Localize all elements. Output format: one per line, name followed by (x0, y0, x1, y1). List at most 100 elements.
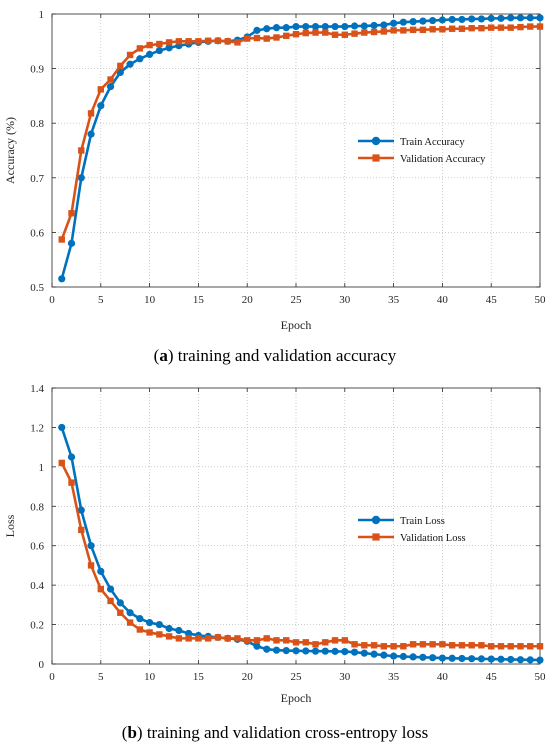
x-tick-label: 35 (388, 294, 400, 306)
data-point (97, 567, 105, 575)
x-tick-label: 15 (193, 294, 205, 306)
data-point (234, 39, 241, 46)
data-point (117, 62, 124, 70)
loss-caption-letter: b (127, 723, 136, 742)
y-tick-label: 0.2 (30, 620, 44, 632)
data-point (409, 18, 417, 26)
loss-legend: Train Loss Validation Loss (358, 515, 466, 544)
legend-validation-accuracy: Validation Accuracy (358, 154, 486, 165)
data-point (517, 643, 524, 650)
series-line (60, 462, 540, 648)
data-point (478, 24, 485, 32)
data-point (331, 637, 339, 644)
data-point (58, 236, 65, 243)
data-point (165, 39, 173, 46)
y-tick-label: 1 (39, 462, 45, 474)
data-point (341, 22, 349, 31)
loss-series (58, 423, 544, 664)
x-tick-label: 35 (388, 671, 400, 683)
data-point (527, 643, 534, 650)
data-point (106, 585, 115, 593)
legend-validation-accuracy-marker (372, 154, 380, 162)
data-point (68, 210, 75, 217)
accuracy-x-axis-label: Epoch (281, 318, 312, 332)
data-point (175, 635, 183, 642)
data-point (263, 35, 270, 42)
data-point (146, 629, 153, 636)
data-point (273, 637, 280, 644)
x-tick-label: 45 (486, 294, 498, 306)
data-point (107, 597, 114, 605)
data-point (155, 46, 163, 55)
data-point (136, 615, 144, 623)
legend-train-loss-marker (371, 515, 381, 525)
data-point (67, 453, 76, 461)
data-point (126, 60, 134, 68)
accuracy-legend: Train Accuracy Validation Accuracy (358, 136, 486, 165)
data-point (439, 26, 446, 33)
loss-x-axis-label: Epoch (281, 691, 312, 705)
data-point (429, 641, 436, 648)
data-point (312, 29, 319, 36)
data-point (68, 479, 75, 486)
data-point (497, 14, 505, 22)
loss-figure: 0 5 10 15 20 25 30 35 40 45 50 0 0.2 0.4 0.6 0.8 1 1.2 1.… (0, 372, 550, 745)
data-point (58, 275, 66, 283)
y-tick-label: 0.4 (30, 580, 44, 592)
series-line (60, 16, 540, 280)
data-point (458, 654, 466, 663)
accuracy-series (58, 14, 544, 283)
data-point (361, 642, 368, 649)
data-point (516, 14, 525, 22)
data-point (341, 637, 348, 644)
accuracy-caption-letter: a (159, 346, 168, 365)
loss-y-axis-label: Loss (3, 514, 17, 537)
data-point (195, 38, 202, 45)
data-point (351, 641, 358, 648)
data-point (487, 655, 495, 663)
data-point (185, 38, 192, 45)
accuracy-caption: (a) training and validation accuracy (154, 346, 397, 365)
y-tick-label: 1.4 (30, 383, 44, 395)
data-point (58, 423, 66, 432)
data-point (272, 646, 281, 654)
data-point (419, 653, 427, 661)
legend-validation-accuracy-label: Validation Accuracy (400, 154, 486, 165)
data-point (429, 16, 437, 25)
data-point (136, 55, 144, 63)
data-point (302, 647, 310, 655)
data-point (351, 30, 358, 37)
data-point (156, 631, 163, 638)
data-point (234, 635, 241, 642)
loss-x-ticks: 0 5 10 15 20 25 30 35 40 45 50 (49, 388, 546, 683)
data-point (468, 655, 476, 663)
data-point (165, 624, 173, 633)
x-tick-label: 0 (49, 671, 55, 683)
x-tick-label: 25 (291, 671, 303, 683)
accuracy-chart: 0 5 10 15 20 25 30 35 40 45 50 0.5 0.6 0.7 0.8 0.9 1 Ep… (3, 9, 546, 365)
data-point (292, 639, 300, 646)
data-point (429, 26, 436, 33)
y-tick-label: 0.8 (30, 118, 44, 130)
data-point (516, 656, 525, 664)
data-point (253, 34, 261, 42)
data-point (487, 14, 495, 22)
data-point (292, 22, 300, 31)
x-tick-label: 5 (98, 671, 104, 683)
data-point (146, 41, 153, 49)
data-point (321, 22, 329, 31)
x-tick-label: 5 (98, 294, 104, 306)
data-point (126, 51, 134, 59)
loss-y-ticks: 0 0.2 0.4 0.6 0.8 1 1.2 1.4 (30, 383, 540, 671)
data-point (468, 15, 476, 23)
series-line (60, 25, 540, 240)
x-tick-label: 0 (49, 294, 55, 306)
legend-train-loss: Train Loss (358, 515, 445, 527)
data-point (400, 27, 407, 34)
data-point (331, 647, 339, 655)
y-tick-label: 0.8 (30, 501, 44, 513)
y-tick-label: 1 (39, 9, 45, 21)
loss-chart: 0 5 10 15 20 25 30 35 40 45 50 0 0.2 0.4 0.6 0.8 1 1.2 1.… (3, 383, 546, 742)
data-point (380, 21, 388, 29)
data-point (185, 635, 192, 642)
